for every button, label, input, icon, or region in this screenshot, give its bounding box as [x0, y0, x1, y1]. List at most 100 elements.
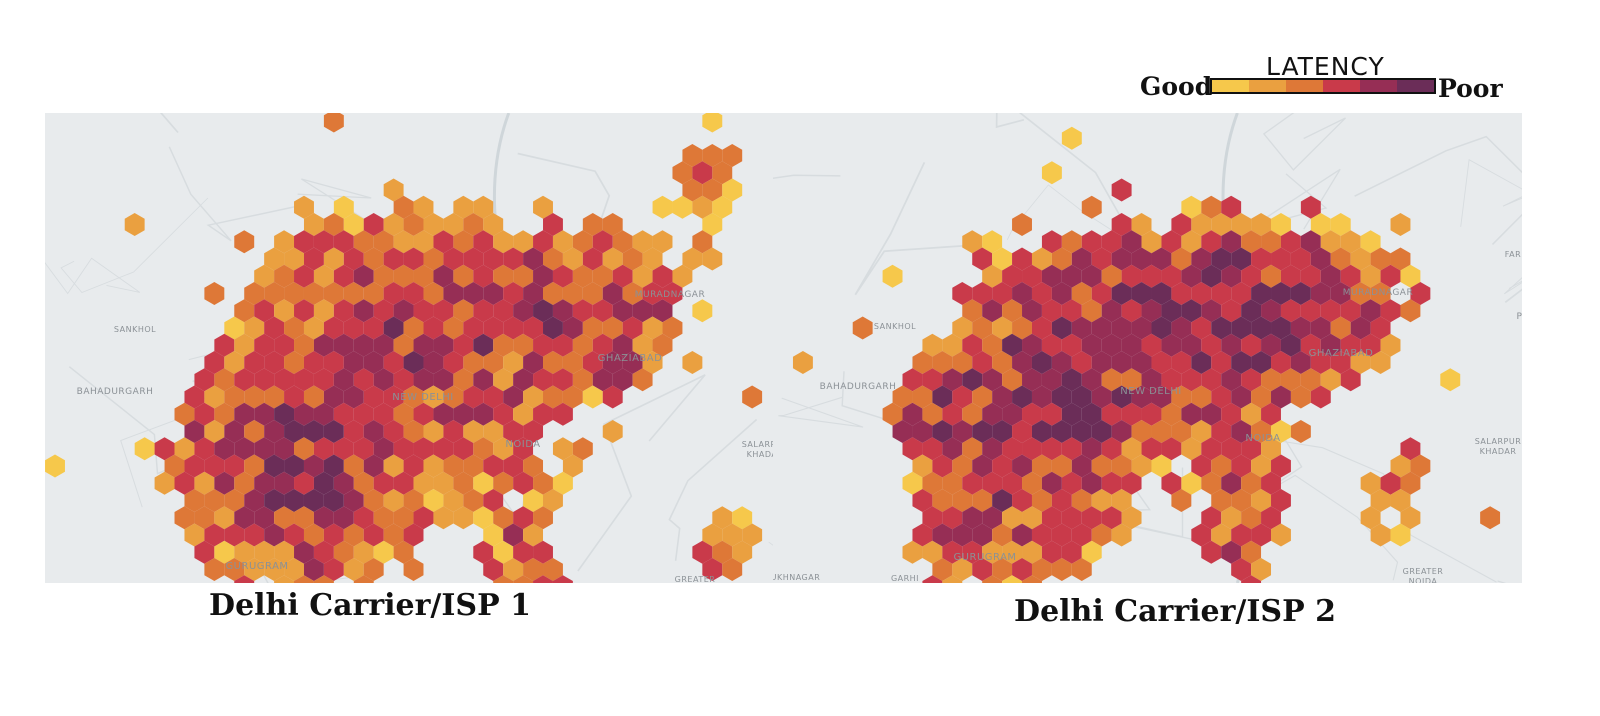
- latency-hex: [1111, 316, 1132, 340]
- latency-hex: [413, 368, 434, 392]
- latency-hex: [1261, 506, 1281, 530]
- latency-hex: [1231, 523, 1252, 547]
- latency-hex: [902, 437, 923, 461]
- latency-hex: [952, 454, 973, 478]
- latency-hex: [274, 299, 295, 323]
- latency-hex: [1231, 385, 1252, 409]
- latency-hex: [1201, 195, 1222, 219]
- latency-hex: [1290, 351, 1311, 374]
- latency-hex: [254, 402, 275, 426]
- latency-hex: [722, 178, 743, 202]
- latency-hex: [1360, 264, 1381, 288]
- latency-hex: [992, 351, 1013, 374]
- latency-hex: [533, 575, 553, 583]
- latency-hex: [1111, 351, 1132, 374]
- latency-hex: [992, 523, 1013, 547]
- latency-hex: [1350, 316, 1371, 340]
- latency-hex: [562, 282, 583, 305]
- latency-hex: [303, 385, 324, 409]
- latency-hex: [552, 471, 573, 495]
- latency-hex: [533, 333, 553, 357]
- latency-hex: [284, 489, 304, 512]
- map-road: [168, 146, 297, 242]
- latency-hex: [1241, 264, 1262, 288]
- latency-hex: [1091, 489, 1112, 512]
- latency-hex: [513, 333, 534, 357]
- map-place-label: GHAZIABAD: [598, 353, 663, 364]
- latency-hex: [1201, 264, 1222, 288]
- latency-hex: [642, 247, 663, 271]
- latency-hex: [1071, 454, 1092, 478]
- latency-hex: [1051, 489, 1072, 512]
- latency-hex: [1211, 489, 1232, 512]
- latency-hex: [204, 351, 225, 374]
- latency-hex: [303, 247, 324, 271]
- latency-hex: [572, 333, 593, 357]
- latency-hex: [1051, 454, 1072, 478]
- latency-hex: [313, 230, 334, 254]
- latency-hex: [443, 247, 464, 271]
- latency-hex: [692, 230, 713, 254]
- latency-hex: [612, 299, 633, 323]
- latency-hex: [303, 351, 324, 374]
- latency-hex: [1071, 247, 1092, 271]
- latency-hex: [373, 506, 394, 530]
- latency-hex: [303, 489, 324, 512]
- latency-hex: [254, 264, 275, 288]
- latency-hex: [1320, 368, 1341, 392]
- latency-hex: [483, 316, 504, 340]
- latency-hex: [214, 368, 235, 392]
- latency-hex: [284, 316, 304, 340]
- latency-hex: [952, 282, 973, 305]
- latency-hex: [373, 437, 394, 461]
- latency-hex: [453, 437, 474, 461]
- latency-hex: [1181, 333, 1202, 357]
- latency-hex: [483, 523, 504, 547]
- map-road: [778, 396, 864, 428]
- hexbin-map-isp1: FARIDNMURADNAGARSANKHOLPIBAHADURGARHNEW …: [45, 113, 793, 583]
- latency-hex: [413, 195, 434, 219]
- latency-hex: [473, 333, 494, 357]
- latency-hex: [1061, 402, 1082, 426]
- latency-hex: [1161, 333, 1182, 357]
- latency-hex: [353, 471, 374, 495]
- latency-hex: [254, 333, 275, 357]
- latency-hex: [1290, 247, 1311, 271]
- latency-hex: [1002, 333, 1023, 357]
- map-panel-isp1[interactable]: FARIDNMURADNAGARSANKHOLPIBAHADURGARHNEW …: [45, 113, 793, 583]
- latency-hex: [572, 437, 593, 461]
- latency-hex: [244, 420, 265, 443]
- latency-hex: [543, 316, 563, 340]
- map-road: [1354, 135, 1522, 245]
- map-panel-isp2[interactable]: FARIDN MURADNAGAR SANKHOL PI BAHADURGARH NEW …: [773, 113, 1522, 583]
- latency-hex: [1151, 282, 1172, 305]
- latency-hex: [1031, 316, 1052, 340]
- latency-hex: [294, 540, 314, 564]
- latency-hex: [1330, 282, 1351, 305]
- latency-hex: [1370, 316, 1391, 340]
- latency-hex: [662, 282, 683, 305]
- latency-hex: [343, 351, 364, 374]
- map-road: [1262, 113, 1346, 171]
- latency-hex: [294, 471, 314, 495]
- latency-hex: [323, 247, 344, 271]
- map-caption-isp2: Delhi Carrier/ISP 2: [1014, 594, 1336, 629]
- map-road: [1503, 277, 1522, 295]
- latency-hex: [702, 144, 723, 167]
- latency-hex: [313, 368, 334, 392]
- latency-hex: [1231, 420, 1252, 443]
- latency-hex: [393, 333, 414, 357]
- latency-hex: [433, 506, 454, 530]
- latency-hex: [443, 316, 464, 340]
- latency-hex: [1101, 368, 1122, 392]
- latency-hex: [932, 385, 953, 409]
- latency-hex: [313, 540, 334, 564]
- latency-hex: [1380, 333, 1401, 357]
- map-place-label: KHADAR: [1480, 447, 1517, 456]
- latency-hex: [313, 506, 334, 530]
- latency-hex: [393, 506, 414, 530]
- latency-hex: [1231, 282, 1252, 305]
- latency-hex: [543, 385, 563, 409]
- latency-hex: [1290, 420, 1311, 443]
- latency-hex: [622, 282, 643, 305]
